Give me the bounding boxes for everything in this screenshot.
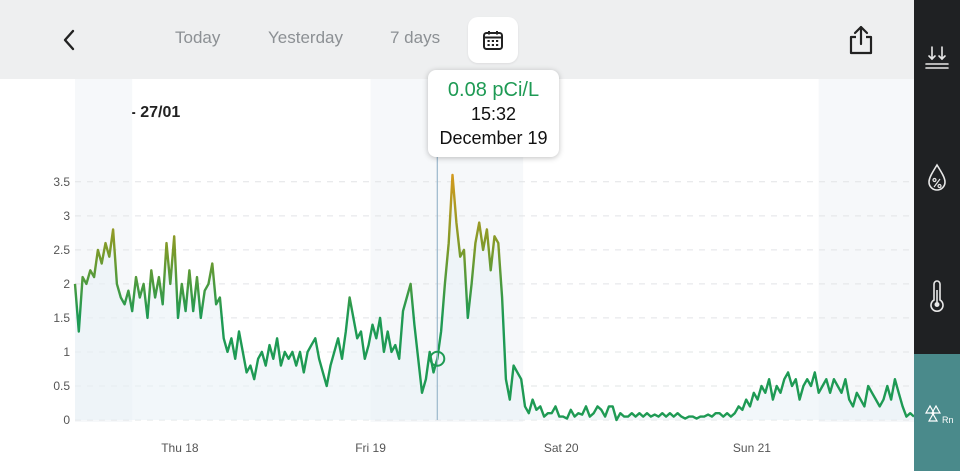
sensor-rail: Rn — [914, 0, 960, 471]
y-tick-label: 3.5 — [53, 175, 70, 189]
x-tick-label: Sun 21 — [733, 441, 771, 455]
series-line — [73, 173, 914, 422]
rail-pressure-button[interactable] — [914, 38, 960, 80]
y-tick-label: 0.5 — [53, 379, 70, 393]
radon-label: Rn — [942, 415, 954, 425]
y-tick-label: 1 — [63, 345, 70, 359]
y-tick-label: 1.5 — [53, 311, 70, 325]
x-tick-label: Thu 18 — [161, 441, 199, 455]
selection-marker[interactable] — [429, 350, 446, 367]
tab-7-days[interactable]: 7 days — [390, 28, 441, 47]
calendar-icon — [483, 31, 503, 50]
chevron-left-icon — [63, 29, 75, 51]
radon-chart[interactable]: 0 0.5 1 1.5 2 2.5 3 3.5 Thu 18 Fri 19 Sat 20 Sun 2… — [0, 79, 914, 471]
tooltip-value: 0.08 pCi/L — [447, 79, 540, 101]
tooltip-time: 15:32 — [470, 104, 517, 124]
thermometer-icon — [930, 280, 944, 312]
y-tick-label: 0 — [63, 413, 70, 427]
rail-temperature-button[interactable] — [914, 276, 960, 316]
x-axis: Thu 18 Fri 19 Sat 20 Sun 21 — [161, 441, 771, 455]
calendar-button[interactable] — [468, 17, 518, 63]
y-tick-label: 2 — [63, 277, 70, 291]
series-area — [75, 175, 914, 420]
share-icon — [849, 25, 873, 55]
y-tick-label: 2.5 — [53, 243, 70, 257]
share-button[interactable] — [844, 22, 878, 58]
y-tick-label: 3 — [63, 209, 70, 223]
tab-yesterday[interactable]: Yesterday — [268, 28, 343, 47]
day-band — [818, 79, 914, 422]
rail-humidity-button[interactable] — [914, 158, 960, 198]
humidity-icon — [928, 163, 946, 191]
rail-radon-button[interactable]: Rn — [914, 354, 960, 471]
value-tooltip: 0.08 pCi/L 15:32 December 19 — [428, 70, 559, 157]
top-bar — [0, 0, 914, 79]
tooltip-date: December 19 — [439, 128, 548, 148]
radon-icon — [924, 404, 942, 422]
tab-today[interactable]: Today — [175, 28, 221, 47]
x-tick-label: Sat 20 — [544, 441, 579, 455]
x-tick-label: Fri 19 — [355, 441, 386, 455]
pressure-icon — [925, 46, 949, 69]
back-button[interactable] — [56, 24, 82, 56]
y-axis: 0 0.5 1 1.5 2 2.5 3 3.5 — [53, 175, 70, 427]
